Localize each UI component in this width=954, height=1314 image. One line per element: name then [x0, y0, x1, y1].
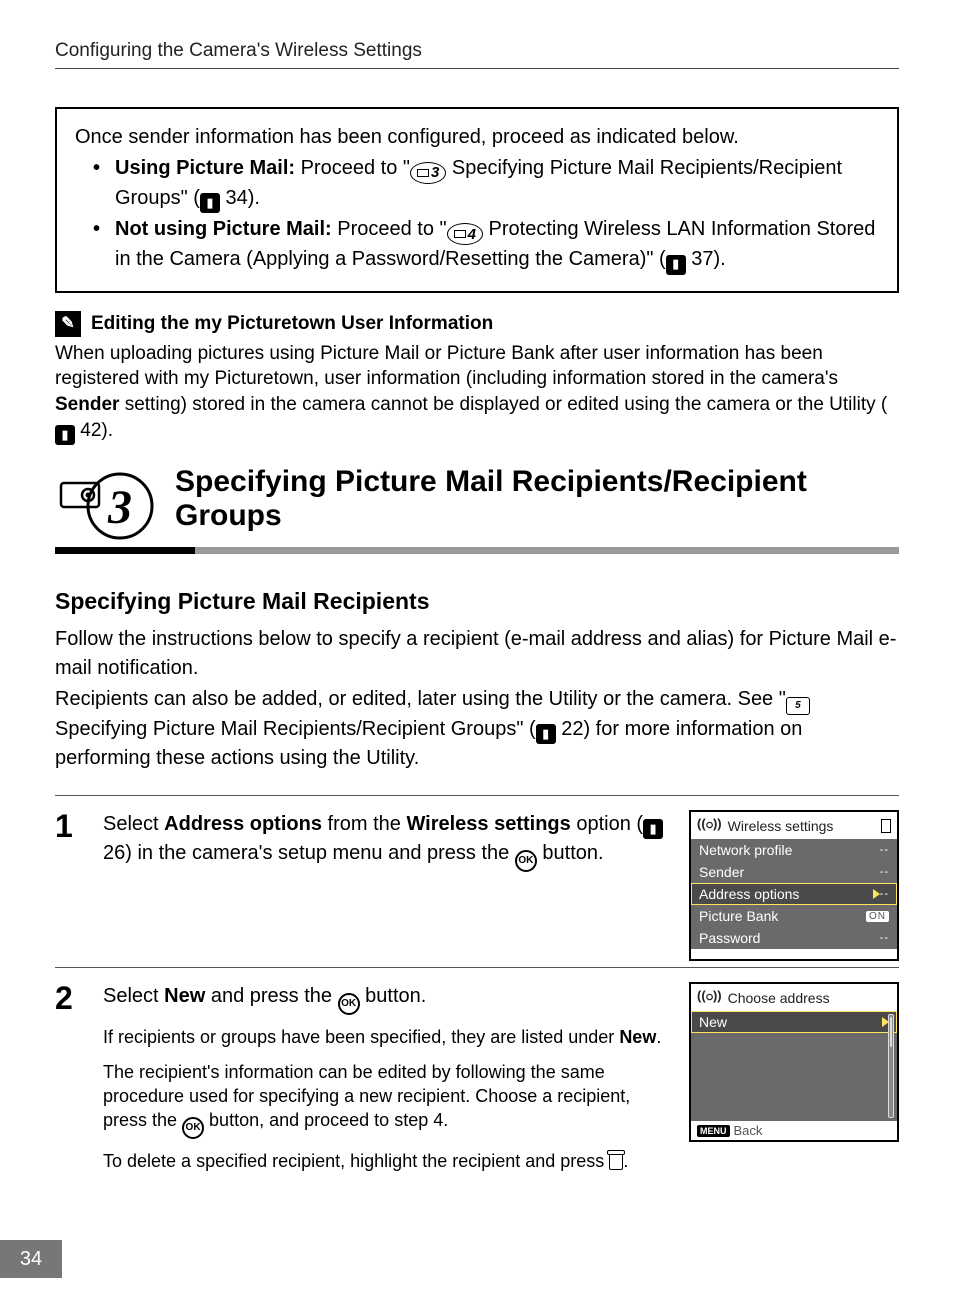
step-2-sub-3: To delete a specified recipient, highlig… [103, 1149, 671, 1173]
screen-item-new: New [691, 1011, 897, 1033]
ok-button-icon: OK [182, 1117, 204, 1139]
screen-back-label: Back [734, 1123, 763, 1138]
step-badge-5-icon: 5 [786, 697, 810, 715]
step-2-sub-2: The recipient's information can be edite… [103, 1060, 671, 1139]
step-2-screen: ((ဝ)) Choose address New MENU Back [689, 982, 899, 1173]
screen-title: Wireless settings [728, 818, 834, 834]
step-badge-4-icon: 4 [447, 223, 483, 245]
svg-text:3: 3 [107, 481, 132, 534]
step-1-text: Select Address options from the Wireless… [103, 810, 671, 872]
step-2-number: 2 [55, 982, 85, 1173]
step-badge-3-icon: 3 [410, 162, 446, 184]
page-ref-icon: ▮ [666, 255, 686, 275]
callout-item-2: Not using Picture Mail: Proceed to "4 Pr… [93, 215, 879, 274]
scrollbar-icon [888, 1014, 894, 1118]
section-banner-icon: 3 [55, 471, 155, 541]
step-2-text: Select New and press the OK button. [103, 982, 671, 1015]
callout-intro: Once sender information has been configu… [75, 123, 879, 152]
menu-badge-icon: MENU [697, 1125, 730, 1137]
ok-button-icon: OK [515, 850, 537, 872]
page-ref-icon: ▮ [55, 425, 75, 445]
page-number: 34 [0, 1240, 62, 1278]
page-ref-icon: ▮ [536, 724, 556, 744]
screen-menu-item: Address options-- [691, 883, 897, 905]
screen-title: Choose address [728, 990, 830, 1006]
callout-item-1: Using Picture Mail: Proceed to "3 Specif… [93, 154, 879, 213]
step-1: 1 Select Address options from the Wirele… [55, 795, 899, 961]
wifi-icon: ((ဝ)) [697, 816, 722, 835]
screen-menu-item: Picture BankON [691, 905, 897, 927]
callout-item-1-label: Using Picture Mail: [115, 157, 295, 179]
step-2: 2 Select New and press the OK button. If… [55, 967, 899, 1173]
step-2-sub-1: If recipients or groups have been specif… [103, 1025, 671, 1049]
page-ref-icon: ▮ [200, 193, 220, 213]
section-banner: 3 Specifying Picture Mail Recipients/Rec… [55, 465, 899, 541]
ok-button-icon: OK [338, 993, 360, 1015]
note-section: ✎ Editing the my Picturetown User Inform… [55, 311, 899, 445]
battery-icon [881, 819, 891, 833]
page-ref-icon: ▮ [643, 819, 663, 839]
step-1-number: 1 [55, 810, 85, 961]
callout-item-2-label: Not using Picture Mail: [115, 218, 332, 240]
wifi-icon: ((ဝ)) [697, 988, 722, 1007]
intro-paragraph: Follow the instructions below to specify… [55, 625, 899, 774]
trash-icon [609, 1154, 623, 1170]
page-header: Configuring the Camera's Wireless Settin… [55, 40, 899, 69]
callout-box: Once sender information has been configu… [55, 107, 899, 293]
screen-menu-item: Sender-- [691, 861, 897, 883]
note-body: When uploading pictures using Picture Ma… [55, 341, 899, 445]
chevron-right-icon [873, 889, 880, 899]
pencil-icon: ✎ [55, 311, 81, 337]
section-banner-underline [55, 547, 899, 554]
section-banner-title: Specifying Picture Mail Recipients/Recip… [175, 465, 899, 541]
screen-menu-item: Network profile-- [691, 839, 897, 861]
step-1-screen: ((ဝ)) Wireless settings Network profile-… [689, 810, 899, 961]
subheading: Specifying Picture Mail Recipients [55, 588, 899, 615]
note-heading: Editing the my Picturetown User Informat… [91, 311, 493, 337]
screen-menu-item: Password-- [691, 927, 897, 949]
